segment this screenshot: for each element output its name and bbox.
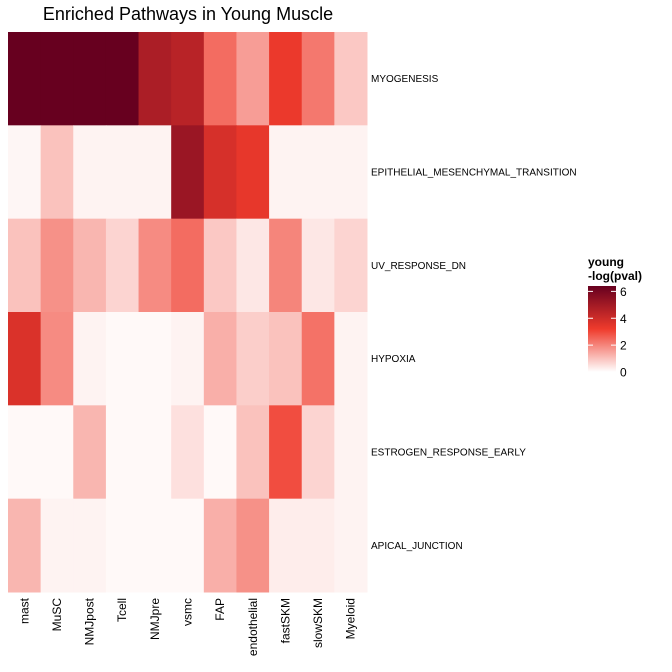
row-label-estrogen-response-early: ESTROGEN_RESPONSE_EARLY bbox=[371, 448, 526, 459]
legend-title-line1: young bbox=[588, 255, 624, 269]
heatmap-cell-myogenesis-nmjpost bbox=[73, 32, 107, 126]
heatmap-cell-hypoxia-nmjpre bbox=[138, 312, 172, 406]
heatmap-cell-epithelial-mesenchymal-transition-tcell bbox=[105, 125, 140, 220]
heatmap-cell-myogenesis-fastskm bbox=[269, 32, 303, 126]
heatmap-cell-estrogen-response-early-nmjpost bbox=[73, 405, 107, 500]
heatmap-cell-uv-response-dn-slowskm bbox=[301, 218, 335, 313]
heatmap-cell-epithelial-mesenchymal-transition-nmjpre bbox=[138, 125, 172, 220]
heatmap-cell-hypoxia-vsmc bbox=[171, 312, 205, 406]
chart-title: Enriched Pathways in Young Muscle bbox=[43, 4, 333, 24]
heatmap-cell-uv-response-dn-vsmc bbox=[171, 218, 205, 313]
heatmap-cell-myogenesis-slowskm bbox=[301, 32, 335, 126]
row-label-hypoxia: HYPOXIA bbox=[371, 354, 416, 365]
heatmap-cell-apical-junction-musc bbox=[40, 498, 74, 593]
heatmap-cell-estrogen-response-early-vsmc bbox=[171, 405, 205, 500]
legend-title-line2: -log(pval) bbox=[588, 269, 642, 283]
heatmap-cell-uv-response-dn-nmjpre bbox=[138, 218, 172, 313]
column-label-nmjpost: NMJpost bbox=[83, 597, 97, 645]
heatmap-cell-hypoxia-slowskm bbox=[301, 312, 335, 406]
heatmap-cell-epithelial-mesenchymal-transition-slowskm bbox=[301, 125, 335, 220]
heatmap-cell-apical-junction-endothelial bbox=[236, 498, 270, 593]
heatmap-cell-estrogen-response-early-musc bbox=[40, 405, 74, 500]
legend-ticks: 0 2 4 6 bbox=[588, 285, 627, 380]
row-label-apical-junction: APICAL_JUNCTION bbox=[371, 541, 463, 552]
color-legend: young -log(pval) 0 2 4 6 bbox=[588, 255, 642, 380]
heatmap-cell-uv-response-dn-musc bbox=[40, 218, 74, 313]
heatmap-cell-apical-junction-nmjpost bbox=[73, 498, 107, 593]
heatmap-cell-epithelial-mesenchymal-transition-nmjpost bbox=[73, 125, 107, 220]
row-label-epithelial-mesenchymal-transition: EPITHELIAL_MESENCHYMAL_TRANSITION bbox=[371, 168, 577, 179]
heatmap-cell-estrogen-response-early-tcell bbox=[105, 405, 140, 500]
heatmap-cell-epithelial-mesenchymal-transition-fap bbox=[203, 125, 237, 220]
column-label-mast: mast bbox=[17, 597, 31, 624]
heatmap-cell-myogenesis-myeloid bbox=[334, 32, 368, 126]
heatmap-cell-estrogen-response-early-fastskm bbox=[269, 405, 303, 500]
heatmap-cell-myogenesis-mast bbox=[8, 32, 42, 126]
heatmap-cell-myogenesis-nmjpre bbox=[138, 32, 172, 126]
heatmap-cell-epithelial-mesenchymal-transition-musc bbox=[40, 125, 74, 220]
heatmap-cell-uv-response-dn-mast bbox=[8, 218, 42, 313]
heatmap-cell-myogenesis-fap bbox=[203, 32, 237, 126]
row-label-myogenesis: MYOGENESIS bbox=[371, 74, 439, 85]
heatmap-cell-hypoxia-fap bbox=[203, 312, 237, 406]
heatmap-cell-hypoxia-fastskm bbox=[269, 312, 303, 406]
column-label-slowskm: slowSKM bbox=[311, 598, 325, 648]
column-label-musc: MuSC bbox=[50, 598, 64, 632]
heatmap-cell-hypoxia-musc bbox=[40, 312, 74, 406]
column-label-fap: FAP bbox=[213, 598, 227, 621]
heatmap-cell-estrogen-response-early-myeloid bbox=[334, 405, 368, 500]
heatmap-cell-hypoxia-nmjpost bbox=[73, 312, 107, 406]
heatmap-cell-epithelial-mesenchymal-transition-myeloid bbox=[334, 125, 368, 220]
heatmap-cell-uv-response-dn-endothelial bbox=[236, 218, 270, 313]
heatmap-cell-apical-junction-myeloid bbox=[334, 498, 368, 593]
heatmap-cell-apical-junction-vsmc bbox=[171, 498, 205, 593]
heatmap-cell-epithelial-mesenchymal-transition-endothelial bbox=[236, 125, 270, 220]
row-label-uv-response-dn: UV_RESPONSE_DN bbox=[371, 261, 466, 272]
heatmap-cell-uv-response-dn-fap bbox=[203, 218, 237, 313]
heatmap-cell-epithelial-mesenchymal-transition-fastskm bbox=[269, 125, 303, 220]
heatmap-cell-apical-junction-nmjpre bbox=[138, 498, 172, 593]
heatmap-cell-estrogen-response-early-mast bbox=[8, 405, 42, 500]
heatmap-cell-estrogen-response-early-slowskm bbox=[301, 405, 335, 500]
heatmap-cell-myogenesis-musc bbox=[40, 32, 74, 126]
heatmap-cell-epithelial-mesenchymal-transition-vsmc bbox=[171, 125, 205, 220]
column-label-myeloid: Myeloid bbox=[344, 598, 358, 639]
heatmap-cells bbox=[8, 32, 368, 593]
heatmap-cell-apical-junction-mast bbox=[8, 498, 42, 593]
heatmap-cell-hypoxia-myeloid bbox=[334, 312, 368, 406]
heatmap-cell-apical-junction-slowskm bbox=[301, 498, 335, 593]
heatmap-cell-estrogen-response-early-endothelial bbox=[236, 405, 270, 500]
heatmap-cell-hypoxia-mast bbox=[8, 312, 42, 406]
legend-tick-label-0: 0 bbox=[620, 366, 627, 380]
heatmap-cell-uv-response-dn-tcell bbox=[105, 218, 140, 313]
heatmap-cell-uv-response-dn-nmjpost bbox=[73, 218, 107, 313]
column-label-nmjpre: NMJpre bbox=[148, 598, 162, 640]
heatmap-cell-hypoxia-endothelial bbox=[236, 312, 270, 406]
heatmap-cell-myogenesis-tcell bbox=[105, 32, 140, 126]
column-label-vsmc: vsmc bbox=[181, 598, 195, 626]
heatmap-cell-estrogen-response-early-nmjpre bbox=[138, 405, 172, 500]
legend-tick-label-4: 4 bbox=[620, 312, 627, 326]
heatmap-cell-myogenesis-endothelial bbox=[236, 32, 270, 126]
legend-color-bar bbox=[588, 286, 616, 372]
row-labels: MYOGENESIS EPITHELIAL_MESENCHYMAL_TRANSIT… bbox=[371, 74, 577, 552]
column-label-fastskm: fastSKM bbox=[278, 598, 292, 643]
heatmap-cell-apical-junction-fastskm bbox=[269, 498, 303, 593]
legend-tick-label-2: 2 bbox=[620, 339, 627, 353]
column-label-tcell: Tcell bbox=[115, 598, 129, 622]
legend-tick-label-6: 6 bbox=[620, 285, 627, 299]
heatmap-cell-myogenesis-vsmc bbox=[171, 32, 205, 126]
heatmap-cell-hypoxia-tcell bbox=[105, 312, 140, 406]
heatmap-cell-uv-response-dn-fastskm bbox=[269, 218, 303, 313]
column-labels: mast MuSC NMJpost Tcell NMJpre vsmc FAP endothe… bbox=[17, 597, 357, 656]
heatmap-cell-uv-response-dn-myeloid bbox=[334, 218, 368, 313]
heatmap-cell-apical-junction-tcell bbox=[105, 498, 140, 593]
column-label-endothelial: endothelial bbox=[246, 598, 260, 656]
heatmap-cell-estrogen-response-early-fap bbox=[203, 405, 237, 500]
heatmap-cell-epithelial-mesenchymal-transition-mast bbox=[8, 125, 42, 220]
heatmap-cell-apical-junction-fap bbox=[203, 498, 237, 593]
